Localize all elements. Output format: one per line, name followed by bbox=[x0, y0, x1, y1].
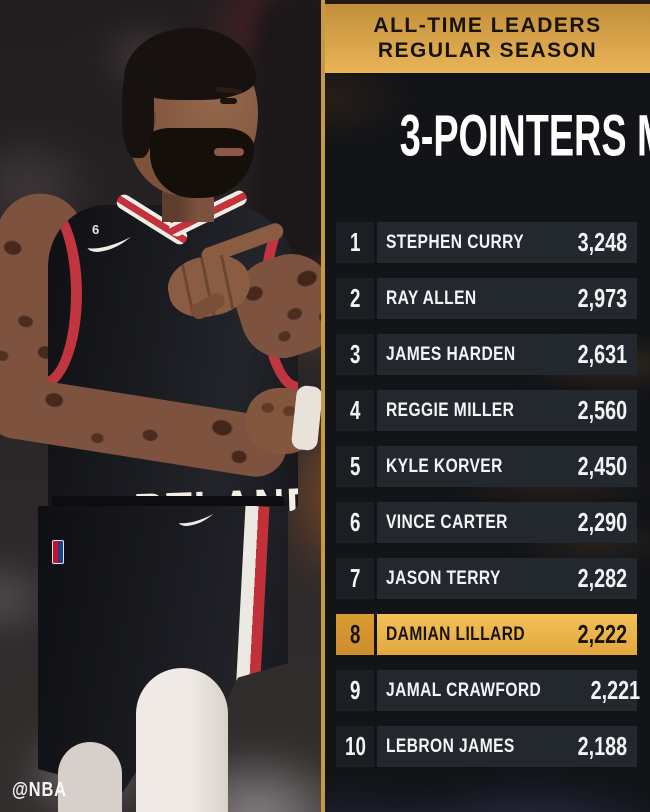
leaderboard-row: 4 REGGIE MILLER 2,560 bbox=[336, 390, 637, 431]
row-main-cell: LEBRON JAMES 2,188 bbox=[377, 726, 637, 767]
row-value: 2,973 bbox=[577, 283, 627, 313]
row-player-name: RAY ALLEN bbox=[386, 287, 477, 309]
nba-logo-patch-icon bbox=[52, 540, 64, 564]
leaderboard-row: 9 JAMAL CRAWFORD 2,221 bbox=[336, 670, 641, 711]
row-main-cell: KYLE KORVER 2,450 bbox=[377, 446, 637, 487]
leaderboard-row: 6 VINCE CARTER 2,290 bbox=[336, 502, 637, 543]
row-player-name: KYLE KORVER bbox=[386, 455, 503, 477]
nba-watermark: @NBA bbox=[12, 779, 67, 801]
row-main-cell: RAY ALLEN 2,973 bbox=[377, 278, 637, 319]
row-rank: 10 bbox=[344, 731, 366, 761]
rank-cell: 8 bbox=[336, 614, 374, 655]
player-lips bbox=[214, 148, 244, 156]
row-main-cell: JAMAL CRAWFORD 2,221 bbox=[377, 670, 641, 711]
panel-body: 3-POINTERS MADE 1 STEPHEN CURRY 3,248 2 … bbox=[325, 73, 650, 812]
leaderboard-row: 2 RAY ALLEN 2,973 bbox=[336, 278, 637, 319]
leg-sleeve-front bbox=[136, 668, 228, 812]
nike-swoosh-shorts-icon bbox=[178, 514, 214, 526]
row-value: 3,248 bbox=[577, 227, 627, 257]
panel-header: ALL-TIME LEADERS REGULAR SEASON bbox=[325, 0, 650, 73]
leaderboard-list: 1 STEPHEN CURRY 3,248 2 RAY ALLEN 2,973 … bbox=[336, 222, 641, 782]
row-value: 2,221 bbox=[590, 675, 641, 705]
row-player-name: JAMAL CRAWFORD bbox=[386, 679, 542, 701]
player-photo: RTLAND 0 6 bbox=[0, 0, 322, 812]
leaderboard-panel: ALL-TIME LEADERS REGULAR SEASON 3-POINTE… bbox=[325, 0, 650, 812]
row-rank: 5 bbox=[349, 451, 361, 481]
leg-sleeve-back bbox=[58, 742, 122, 812]
row-player-name: VINCE CARTER bbox=[386, 511, 508, 533]
row-value: 2,290 bbox=[577, 507, 627, 537]
player-hair-side bbox=[122, 62, 154, 158]
rank-cell: 4 bbox=[336, 390, 374, 431]
row-main-cell: REGGIE MILLER 2,560 bbox=[377, 390, 637, 431]
rank-cell: 1 bbox=[336, 222, 374, 263]
row-value: 2,282 bbox=[577, 563, 627, 593]
leaderboard-row: 10 LEBRON JAMES 2,188 bbox=[336, 726, 637, 767]
nike-swoosh-chest-icon bbox=[86, 237, 132, 252]
row-rank: 6 bbox=[349, 507, 361, 537]
header-line-1: ALL-TIME LEADERS bbox=[373, 14, 602, 37]
page-title: 3-POINTERS MADE bbox=[399, 103, 650, 169]
row-main-cell: STEPHEN CURRY 3,248 bbox=[377, 222, 637, 263]
row-value: 2,222 bbox=[577, 619, 627, 649]
row-rank: 1 bbox=[349, 227, 361, 257]
leaderboard-row: 1 STEPHEN CURRY 3,248 bbox=[336, 222, 637, 263]
row-main-cell: JASON TERRY 2,282 bbox=[377, 558, 637, 599]
rank-cell: 9 bbox=[336, 670, 374, 711]
row-value: 2,450 bbox=[577, 451, 627, 481]
row-rank: 7 bbox=[349, 563, 361, 593]
row-main-cell: JAMES HARDEN 2,631 bbox=[377, 334, 637, 375]
row-player-name: JAMES HARDEN bbox=[386, 343, 516, 365]
rank-cell: 7 bbox=[336, 558, 374, 599]
row-player-name: JASON TERRY bbox=[386, 567, 501, 589]
row-player-name: LEBRON JAMES bbox=[386, 735, 515, 757]
leaderboard-row: 3 JAMES HARDEN 2,631 bbox=[336, 334, 637, 375]
rank-cell: 3 bbox=[336, 334, 374, 375]
rank-cell: 6 bbox=[336, 502, 374, 543]
leaderboard-row: 5 KYLE KORVER 2,450 bbox=[336, 446, 637, 487]
row-player-name: STEPHEN CURRY bbox=[386, 231, 525, 253]
row-main-cell: DAMIAN LILLARD 2,222 bbox=[377, 614, 637, 655]
player-mustache bbox=[198, 136, 242, 149]
row-rank: 3 bbox=[349, 339, 361, 369]
jersey-armhole-trim-left bbox=[48, 205, 82, 389]
row-rank: 9 bbox=[349, 675, 361, 705]
wrist-tape bbox=[290, 384, 322, 452]
row-rank: 8 bbox=[349, 619, 361, 649]
leaderboard-row: 8 DAMIAN LILLARD 2,222 bbox=[336, 614, 637, 655]
player-eye bbox=[220, 98, 237, 104]
row-player-name: DAMIAN LILLARD bbox=[386, 623, 526, 645]
header-line-2: REGULAR SEASON bbox=[377, 39, 598, 62]
rank-cell: 2 bbox=[336, 278, 374, 319]
jersey-shoulder-patch: 6 bbox=[92, 222, 100, 237]
gold-divider bbox=[321, 0, 325, 812]
row-main-cell: VINCE CARTER 2,290 bbox=[377, 502, 637, 543]
row-player-name: REGGIE MILLER bbox=[386, 399, 515, 421]
row-value: 2,560 bbox=[577, 395, 627, 425]
row-rank: 2 bbox=[349, 283, 361, 313]
rank-cell: 10 bbox=[336, 726, 374, 767]
rank-cell: 5 bbox=[336, 446, 374, 487]
leaderboard-row: 7 JASON TERRY 2,282 bbox=[336, 558, 637, 599]
row-value: 2,631 bbox=[577, 339, 627, 369]
row-value: 2,188 bbox=[577, 731, 627, 761]
row-rank: 4 bbox=[349, 395, 361, 425]
